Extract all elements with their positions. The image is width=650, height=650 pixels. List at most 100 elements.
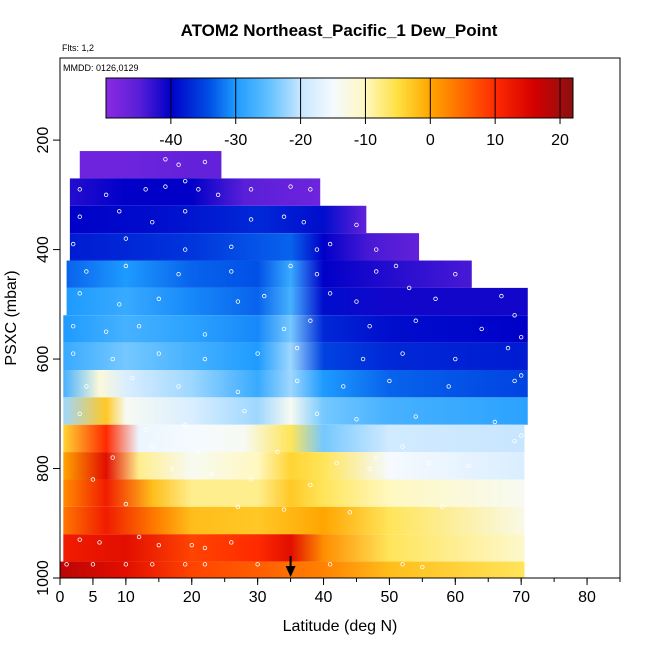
observation-point — [235, 389, 241, 395]
observation-point — [347, 510, 353, 515]
y-tick-label: 200 — [35, 127, 52, 154]
observation-point — [262, 293, 267, 299]
x-tick-label: 80 — [578, 589, 596, 606]
observation-point — [182, 247, 188, 252]
observation-point — [156, 351, 162, 356]
observation-point — [374, 269, 379, 274]
observation-point — [70, 351, 76, 356]
observation-point — [242, 408, 247, 414]
colorbar-tick-label: -20 — [289, 132, 312, 149]
observation-point — [123, 236, 129, 241]
observation-point — [248, 217, 254, 222]
observation-point — [143, 428, 148, 433]
observation-point — [314, 247, 320, 252]
observation-point — [182, 178, 188, 184]
observation-point — [466, 463, 471, 468]
observation-point — [176, 162, 181, 167]
heatmap-layer — [63, 534, 525, 562]
observation-point — [439, 504, 445, 510]
observation-point — [400, 562, 405, 567]
observation-point — [255, 562, 260, 567]
observation-point — [103, 329, 109, 334]
observation-point — [150, 444, 155, 449]
observation-point — [354, 417, 359, 422]
y-axis: 200 400 600 800 1000 — [35, 127, 60, 596]
heatmap-layer — [63, 506, 525, 535]
colorbar-tick-label: 20 — [551, 132, 569, 149]
observation-point — [255, 351, 260, 356]
observation-point — [202, 562, 208, 567]
observation-point — [123, 501, 129, 507]
chart-title: ATOM2 Northeast_Pacific_1 Dew_Point — [181, 21, 498, 40]
observation-point — [281, 326, 287, 332]
observation-point — [354, 222, 359, 228]
observation-point — [169, 466, 175, 471]
observation-point — [84, 384, 89, 389]
y-axis-label: PSXC (mbar) — [3, 270, 20, 365]
observation-point — [327, 562, 333, 567]
observation-point — [499, 293, 504, 299]
observation-point — [518, 433, 524, 438]
observation-point — [202, 332, 208, 337]
heatmap-layer — [69, 233, 420, 261]
observation-point — [512, 313, 517, 318]
heatmap-layer — [63, 315, 528, 343]
observation-point — [156, 542, 162, 548]
heatmap-layers — [60, 151, 528, 578]
observation-point — [150, 220, 155, 225]
x-tick-label: 70 — [512, 589, 530, 606]
flights-label: Flts: 1,2 — [62, 43, 94, 53]
y-tick-label: 800 — [35, 455, 52, 482]
observation-point — [90, 477, 96, 482]
heatmap-layer — [63, 397, 528, 425]
observation-point — [341, 384, 346, 389]
observation-point — [123, 562, 129, 567]
observation-point — [374, 455, 379, 460]
observation-point — [235, 504, 241, 510]
observation-point — [281, 507, 287, 512]
observation-point — [163, 184, 168, 189]
observation-point — [136, 324, 142, 329]
observation-point — [90, 562, 96, 567]
observation-point — [433, 296, 438, 302]
observation-point — [453, 272, 458, 277]
observation-point — [446, 384, 451, 389]
y-tick-label: 1000 — [35, 560, 52, 596]
x-tick-label: 0 — [56, 589, 65, 606]
x-axis: 0 5 10 20 30 40 50 60 70 80 — [56, 578, 621, 606]
colorbar-tick-label: -40 — [159, 132, 182, 149]
observation-point — [97, 540, 102, 545]
observation-point — [327, 291, 333, 296]
observation-point — [393, 263, 399, 269]
observation-point — [288, 184, 293, 189]
observation-point — [130, 376, 135, 381]
observation-point — [512, 438, 517, 444]
x-tick-label: 50 — [381, 589, 399, 606]
observation-point — [182, 562, 188, 567]
observation-point — [367, 324, 372, 329]
observation-point — [117, 302, 122, 307]
colorbar: -40 -30 -20 -10 0 10 20 — [105, 77, 574, 149]
observation-point — [400, 444, 405, 449]
y-tick-label: 600 — [35, 346, 52, 373]
colorbar-tick-label: 0 — [426, 132, 435, 149]
observation-point — [156, 296, 162, 302]
observation-point — [406, 285, 412, 291]
x-tick-label: 10 — [117, 589, 135, 606]
observation-point — [176, 384, 181, 389]
observation-point — [367, 466, 372, 471]
heatmap-layer — [69, 205, 367, 234]
dates-label: MMDD: 0126,0129 — [63, 63, 139, 73]
observation-point — [248, 477, 254, 482]
plot-frame — [59, 57, 621, 579]
x-axis-label: Latitude (deg N) — [283, 618, 398, 635]
observation-point — [314, 411, 320, 416]
observation-points — [64, 157, 524, 570]
heatmap-layer — [66, 260, 472, 288]
observation-point — [518, 373, 524, 378]
heatmap-layer — [63, 452, 525, 480]
observation-point — [189, 542, 194, 548]
observation-point — [196, 187, 201, 192]
x-tick-label: 30 — [249, 589, 267, 606]
colorbar-tick-label: -30 — [224, 132, 247, 149]
